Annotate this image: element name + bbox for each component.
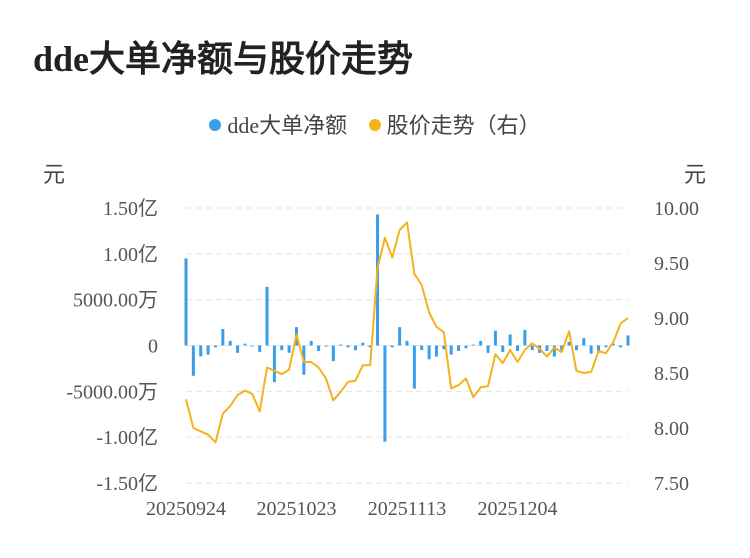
bar — [479, 340, 483, 346]
right-axis-unit: 元 — [684, 162, 707, 187]
bar — [530, 345, 534, 351]
bar — [228, 340, 232, 346]
chart-title: dde大单净额与股价走势 — [33, 39, 414, 79]
bar — [442, 345, 446, 350]
bar — [390, 345, 394, 348]
bar — [184, 258, 188, 346]
y-right-tick-label: 10.00 — [654, 198, 699, 220]
bar — [206, 345, 210, 355]
x-tick-label: 20250924 — [146, 498, 226, 520]
bar — [574, 345, 578, 351]
x-tick-label: 20251023 — [257, 498, 337, 520]
bar — [464, 345, 468, 349]
legend: dde大单净额 股价走势（右） — [0, 108, 750, 140]
y-right-tick-label: 9.00 — [654, 308, 689, 330]
bar — [545, 345, 549, 351]
bar — [199, 345, 203, 357]
bar — [501, 345, 505, 352]
bar — [339, 344, 343, 346]
bar — [265, 286, 269, 346]
bar — [604, 345, 608, 348]
bar — [317, 345, 321, 351]
bar — [353, 345, 357, 351]
bar — [324, 345, 328, 347]
bar — [398, 327, 402, 346]
left-axis-unit: 元 — [43, 162, 66, 187]
bar — [560, 345, 564, 351]
bar — [346, 345, 350, 348]
x-tick-label: 20251113 — [368, 498, 447, 520]
bar — [611, 343, 615, 346]
y-right-tick-label: 8.50 — [654, 363, 689, 385]
bar — [272, 345, 276, 383]
bar — [457, 345, 461, 351]
bar — [552, 345, 556, 357]
bar — [243, 343, 247, 346]
bar — [361, 342, 365, 346]
bar — [523, 329, 527, 346]
bar — [449, 345, 453, 355]
bar — [567, 341, 571, 346]
y-left-tick-label: 1.50亿 — [103, 197, 158, 220]
legend-item-line[interactable]: 股价走势（右） — [368, 108, 541, 140]
line-layer — [185, 221, 629, 444]
y-left-tick-label: 5000.00万 — [73, 290, 158, 312]
y-right-tick-label: 8.00 — [654, 418, 689, 440]
price-line — [185, 221, 629, 444]
axis-layer: 1.50亿 1.00亿 5000.00万 0 -5000.00万 -1.00亿 -1.50亿… — [66, 197, 699, 520]
bar — [236, 345, 240, 353]
bar — [191, 345, 195, 376]
bar — [287, 345, 291, 353]
y-left-tick-label: -1.00亿 — [96, 426, 158, 449]
legend-bar-marker — [209, 119, 222, 131]
bar — [412, 345, 416, 389]
bar — [486, 345, 490, 353]
bar — [516, 345, 519, 351]
bar — [582, 338, 586, 346]
y-right-tick-label: 7.50 — [654, 473, 689, 495]
bar — [619, 345, 623, 348]
bar — [434, 345, 438, 357]
bar — [508, 334, 512, 346]
bar — [213, 345, 217, 348]
bar — [250, 345, 254, 347]
y-right-tick-label: 9.50 — [654, 253, 689, 275]
y-left-tick-label: -1.50亿 — [96, 472, 158, 495]
y-left-tick-label: 0 — [148, 336, 158, 358]
y-left-tick-label: -5000.00万 — [66, 381, 158, 403]
bar — [597, 345, 601, 353]
bar — [221, 329, 225, 346]
bar — [309, 340, 313, 346]
bar — [405, 340, 409, 346]
bar — [383, 345, 387, 442]
bar — [493, 330, 497, 346]
legend-line-marker — [368, 119, 381, 131]
bar — [589, 345, 593, 354]
bar — [280, 345, 284, 351]
y-left-tick-label: 1.00亿 — [103, 243, 158, 266]
legend-line-label: 股价走势（右） — [386, 113, 541, 138]
bar — [471, 344, 475, 346]
legend-bar-label: dde大单净额 — [227, 113, 348, 138]
bar — [368, 345, 372, 348]
x-tick-label: 20251204 — [478, 498, 558, 520]
bar — [258, 345, 262, 352]
bar — [420, 345, 424, 351]
legend-item-bar[interactable]: dde大单净额 — [209, 108, 347, 140]
bar — [626, 335, 630, 346]
bar-layer — [184, 214, 630, 442]
bar — [331, 345, 335, 362]
bar — [427, 345, 431, 360]
